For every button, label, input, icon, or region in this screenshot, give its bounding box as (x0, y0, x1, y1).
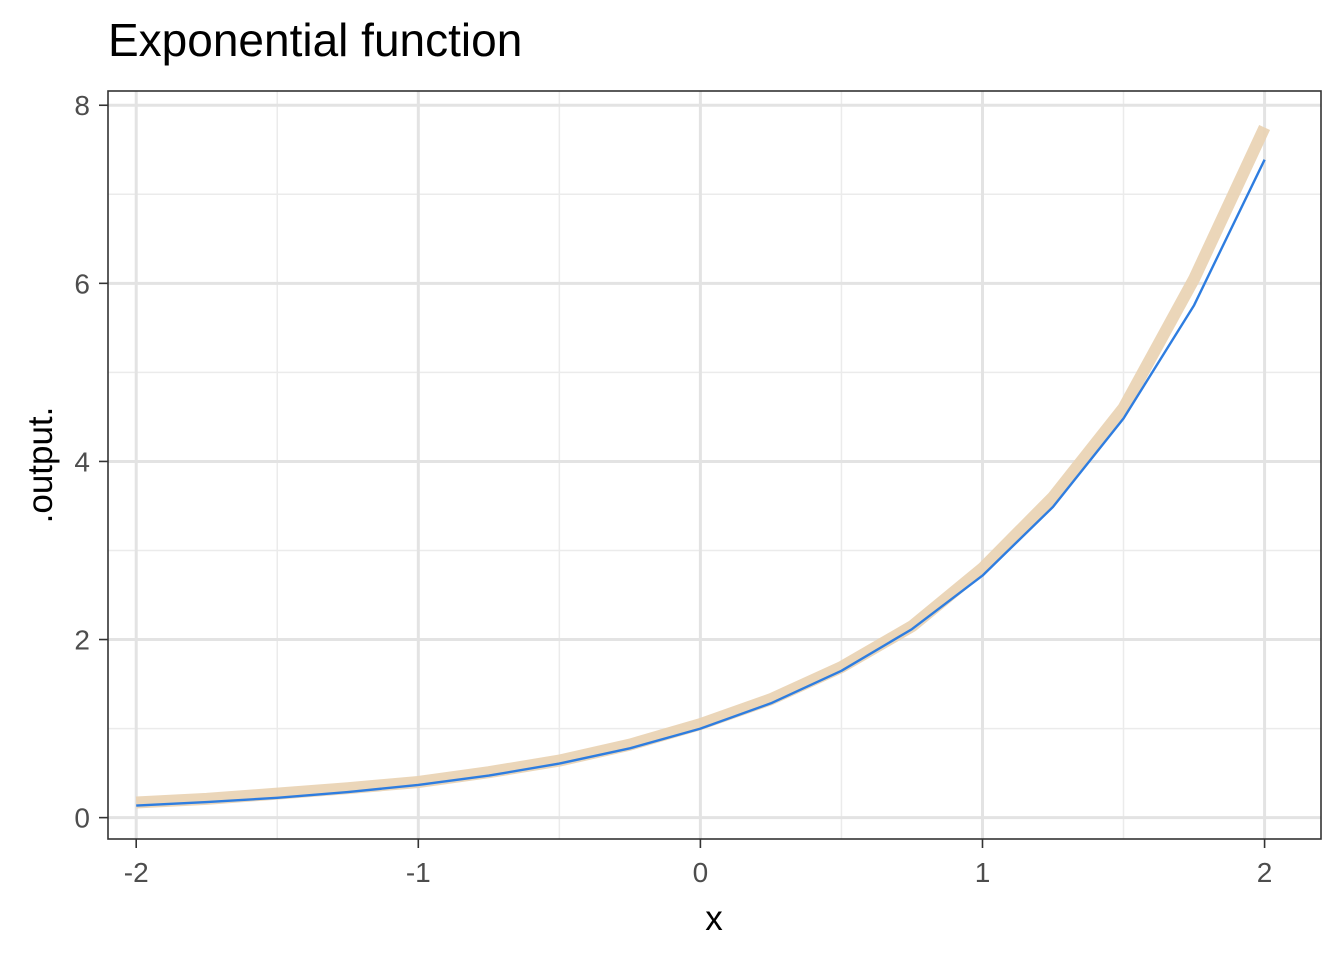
series-line-smooth (135, 124, 1271, 809)
series-line-exact (136, 159, 1266, 807)
x-tick-label: -1 (406, 857, 431, 888)
x-axis: -2 -1 0 1 2 (124, 839, 1273, 888)
chart-title: Exponential function (108, 14, 522, 66)
x-tick-label: 2 (1257, 857, 1273, 888)
y-axis-title: .output. (21, 407, 60, 524)
y-tick-label: 6 (74, 268, 90, 299)
y-tick-label: 2 (74, 625, 90, 656)
y-tick-label: 4 (74, 446, 90, 477)
series-lines (135, 124, 1271, 809)
y-tick-label: 0 (74, 803, 90, 834)
major-grid (108, 91, 1321, 839)
x-tick-label: 1 (975, 857, 991, 888)
x-axis-title: x (705, 899, 723, 938)
y-tick-label: 8 (74, 90, 90, 121)
y-axis: 0 2 4 6 8 (74, 90, 108, 834)
plot-panel (108, 91, 1321, 839)
x-tick-label: 0 (693, 857, 709, 888)
x-tick-label: -2 (124, 857, 149, 888)
minor-grid (108, 91, 1321, 839)
plot-border (107, 90, 1322, 840)
